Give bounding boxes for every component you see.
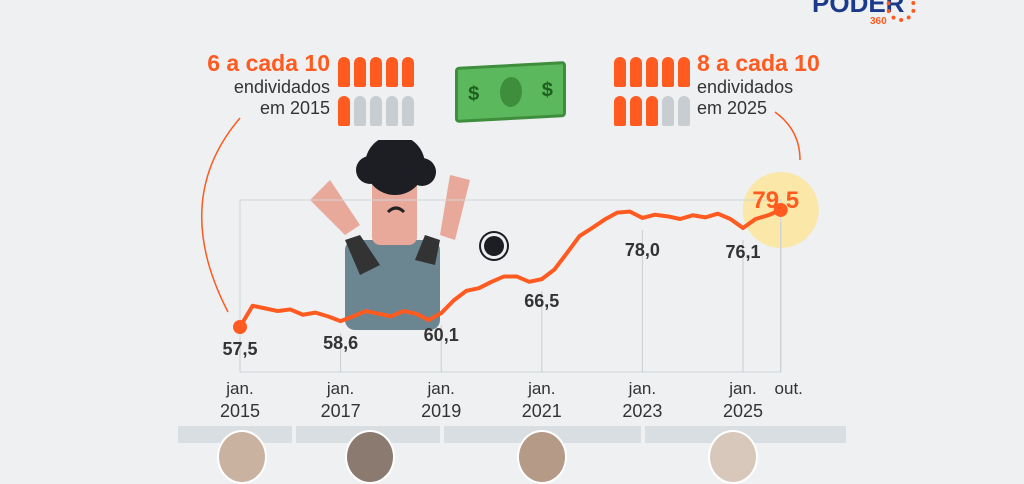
person-icon [370,57,382,87]
left-line1: endividados [233,77,330,97]
logo-text: PODER [812,0,905,18]
person-icon [402,96,414,126]
data-label: 79,5 [752,187,799,214]
right-line1: endividados [697,77,794,97]
tick-line2: 2023 [622,401,663,421]
virus-icon [484,236,504,256]
tick-line1: jan. [226,379,254,398]
president-photo-dilma [217,430,267,484]
tick-line2: 2017 [320,401,361,421]
x-tick-label: jan. 2023 [612,378,672,422]
end-point [773,202,788,217]
data-label: 78,0 [625,240,660,260]
people-icons-right [612,55,692,133]
left-annotation: 6 a cada 10 endividados em 2015 [200,50,330,119]
arrow-left [200,117,241,313]
person-icon [386,57,398,87]
tick-line2: 2021 [521,401,562,421]
person-icon [630,57,642,87]
tick-line1: out. [774,379,803,398]
person-icon [630,96,642,126]
worried-person-illustration [310,140,470,330]
person-icon [354,96,366,126]
tick-line1: jan. [427,379,455,398]
tick-line2: 2015 [219,401,261,421]
tick-line1: jan. [628,379,657,398]
person-icon [338,96,350,126]
person-icon [370,96,382,126]
data-label: 60,1 [424,325,459,345]
tick-line2: 2019 [421,401,462,421]
person-icon [614,57,626,87]
person-icon [402,57,414,87]
x-tick-label: jan. 2017 [311,378,371,422]
tick-line1: jan. [729,379,757,398]
person-icon [354,57,366,87]
data-label: 57,5 [222,339,257,359]
president-photo-bolsonaro [517,430,567,484]
right-line2: em 2025 [697,98,768,118]
president-photo-lula [708,430,758,484]
tick-line2: 2025 [722,401,764,421]
data-label: 66,5 [524,291,559,311]
person-icon [614,96,626,126]
data-label: 76,1 [725,242,760,262]
person-icon [662,57,674,87]
right-annotation: 8 a cada 10 endividados em 2025 [697,50,837,119]
person-icon [678,57,690,87]
person-icon [678,96,690,126]
person-icon [386,96,398,126]
start-point [233,320,247,334]
x-tick-label: jan. 2025 [713,378,773,422]
president-photo-temer [345,430,395,484]
tick-line1: jan. [326,379,355,398]
left-headline: 6 a cada 10 [207,50,330,76]
series-line [238,208,782,329]
logo: PODER 360 [812,0,916,27]
logo-sub: 360 [870,16,887,27]
person-icon [646,96,658,126]
right-headline: 8 a cada 10 [697,50,820,76]
x-tick-label: jan. 2015 [210,378,270,422]
arrow-right [774,111,801,161]
sun-icon [886,0,916,22]
person-icon [646,57,658,87]
person-icon [338,57,350,87]
person-icon [662,96,674,126]
people-icons-left [336,55,416,133]
x-tick-label: out. [759,378,819,400]
left-line2: em 2015 [259,98,330,118]
plot-frame [239,199,782,373]
x-tick-label: jan. 2021 [512,378,572,422]
tick-line1: jan. [528,379,556,398]
data-label: 58,6 [323,333,358,353]
x-tick-label: jan. 2019 [411,378,471,422]
